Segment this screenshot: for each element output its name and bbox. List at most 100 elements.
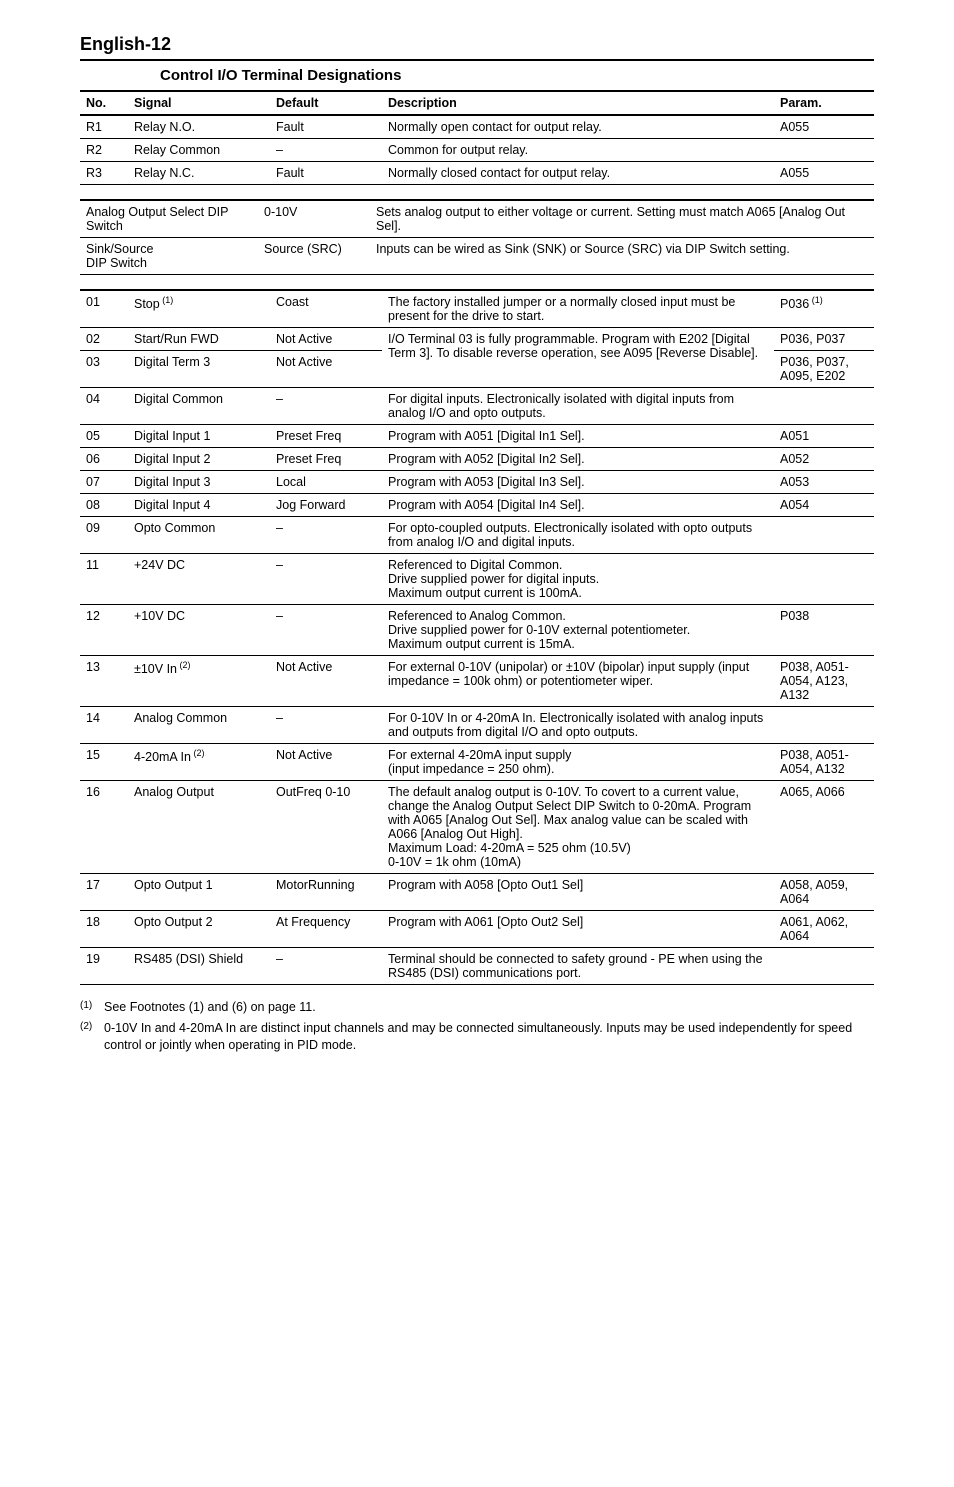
col-default: Default: [270, 91, 382, 115]
cell: 01: [80, 290, 128, 328]
table-row: Sink/Source DIP SwitchSource (SRC)Inputs…: [80, 238, 874, 275]
footnotes: (1)See Footnotes (1) and (6) on page 11.…: [80, 999, 874, 1054]
cell: Sink/Source DIP Switch: [80, 238, 258, 275]
table-row: 04Digital Common–For digital inputs. Ele…: [80, 388, 874, 425]
cell: 07: [80, 471, 128, 494]
cell: Digital Common: [128, 388, 270, 425]
cell: Analog Output: [128, 781, 270, 874]
cell: ±10V In (2): [128, 656, 270, 707]
cell: The factory installed jumper or a normal…: [382, 290, 774, 328]
cell: [774, 517, 874, 554]
cell: A055: [774, 162, 874, 185]
cell: Local: [270, 471, 382, 494]
cell: 04: [80, 388, 128, 425]
cell: R1: [80, 115, 128, 139]
cell: Analog Common: [128, 707, 270, 744]
cell: A054: [774, 494, 874, 517]
cell: –: [270, 517, 382, 554]
cell: Digital Input 2: [128, 448, 270, 471]
table-row: 154-20mA In (2)Not ActiveFor external 4-…: [80, 744, 874, 781]
cell: Digital Input 1: [128, 425, 270, 448]
cell: Coast: [270, 290, 382, 328]
cell: 09: [80, 517, 128, 554]
table-row: 18Opto Output 2At FrequencyProgram with …: [80, 911, 874, 948]
cell: +24V DC: [128, 554, 270, 605]
cell: Not Active: [270, 656, 382, 707]
cell: A052: [774, 448, 874, 471]
footnote-number: (2): [80, 1020, 104, 1054]
table-row: R2Relay Common–Common for output relay.: [80, 139, 874, 162]
table-row: 11+24V DC–Referenced to Digital Common. …: [80, 554, 874, 605]
cell: –: [270, 707, 382, 744]
cell: 12: [80, 605, 128, 656]
cell: A055: [774, 115, 874, 139]
cell: For opto-coupled outputs. Electronically…: [382, 517, 774, 554]
cell: 13: [80, 656, 128, 707]
footnote: (2)0-10V In and 4-20mA In are distinct i…: [80, 1020, 874, 1054]
cell: [774, 707, 874, 744]
cell: 4-20mA In (2): [128, 744, 270, 781]
table-row: 02Start/Run FWDNot ActiveI/O Terminal 03…: [80, 328, 874, 351]
cell: Program with A061 [Opto Out2 Sel]: [382, 911, 774, 948]
cell: OutFreq 0-10: [270, 781, 382, 874]
table-row: R3Relay N.C.FaultNormally closed contact…: [80, 162, 874, 185]
cell: A051: [774, 425, 874, 448]
table-row: 06Digital Input 2Preset FreqProgram with…: [80, 448, 874, 471]
col-signal: Signal: [128, 91, 270, 115]
cell: [774, 948, 874, 985]
footnote-text: See Footnotes (1) and (6) on page 11.: [104, 999, 874, 1016]
cell: 05: [80, 425, 128, 448]
cell: Digital Input 3: [128, 471, 270, 494]
cell: Terminal should be connected to safety g…: [382, 948, 774, 985]
section-title: Control I/O Terminal Designations: [160, 67, 874, 84]
cell: I/O Terminal 03 is fully programmable. P…: [382, 328, 774, 388]
cell: –: [270, 554, 382, 605]
cell: 18: [80, 911, 128, 948]
cell: R3: [80, 162, 128, 185]
cell: Normally open contact for output relay.: [382, 115, 774, 139]
cell: R2: [80, 139, 128, 162]
cell: Relay N.C.: [128, 162, 270, 185]
cell: Fault: [270, 162, 382, 185]
cell: Program with A054 [Digital In4 Sel].: [382, 494, 774, 517]
cell: Not Active: [270, 744, 382, 781]
cell: At Frequency: [270, 911, 382, 948]
cell: Program with A052 [Digital In2 Sel].: [382, 448, 774, 471]
page-title: English-12: [80, 34, 874, 61]
table-row: 16Analog OutputOutFreq 0-10The default a…: [80, 781, 874, 874]
cell: Opto Output 2: [128, 911, 270, 948]
cell: Sets analog output to either voltage or …: [370, 200, 874, 238]
cell: 11: [80, 554, 128, 605]
cell: P036, P037: [774, 328, 874, 351]
cell: A065, A066: [774, 781, 874, 874]
col-desc: Description: [382, 91, 774, 115]
footnote: (1)See Footnotes (1) and (6) on page 11.: [80, 999, 874, 1016]
cell: Relay N.O.: [128, 115, 270, 139]
table-row: 05Digital Input 1Preset FreqProgram with…: [80, 425, 874, 448]
cell: Common for output relay.: [382, 139, 774, 162]
cell: P038, A051-A054, A123, A132: [774, 656, 874, 707]
cell: Not Active: [270, 328, 382, 351]
table-row: R1Relay N.O.FaultNormally open contact f…: [80, 115, 874, 139]
table-row: 14Analog Common–For 0-10V In or 4-20mA I…: [80, 707, 874, 744]
cell: Program with A051 [Digital In1 Sel].: [382, 425, 774, 448]
cell: 19: [80, 948, 128, 985]
cell: P036 (1): [774, 290, 874, 328]
cell: Fault: [270, 115, 382, 139]
cell: Program with A058 [Opto Out1 Sel]: [382, 874, 774, 911]
cell: 15: [80, 744, 128, 781]
cell: MotorRunning: [270, 874, 382, 911]
cell: [774, 554, 874, 605]
cell: A061, A062, A064: [774, 911, 874, 948]
cell: Preset Freq: [270, 425, 382, 448]
cell: –: [270, 605, 382, 656]
cell: P036, P037, A095, E202: [774, 351, 874, 388]
table-row: 01Stop (1)CoastThe factory installed jum…: [80, 290, 874, 328]
cell: The default analog output is 0-10V. To c…: [382, 781, 774, 874]
cell: [774, 388, 874, 425]
cell: Preset Freq: [270, 448, 382, 471]
cell: Opto Common: [128, 517, 270, 554]
col-param: Param.: [774, 91, 874, 115]
table-row: 17Opto Output 1MotorRunningProgram with …: [80, 874, 874, 911]
cell: For external 4-20mA input supply (input …: [382, 744, 774, 781]
